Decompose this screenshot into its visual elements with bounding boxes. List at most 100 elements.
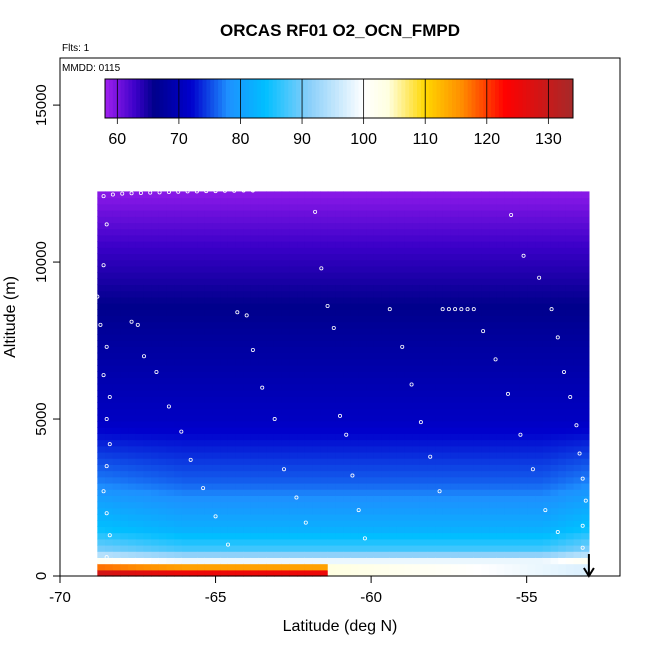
- heatmap-cell: [466, 222, 475, 230]
- heatmap-cell: [220, 427, 229, 434]
- heatmap-cell: [343, 352, 352, 360]
- heatmap-cell: [158, 315, 168, 323]
- heatmap-cell: [550, 278, 559, 286]
- heatmap-cell: [519, 265, 529, 273]
- heatmap-cell: [97, 265, 106, 273]
- heatmap-cell: [128, 402, 137, 410]
- heatmap-cell: [250, 501, 260, 509]
- heatmap-cell: [266, 451, 275, 459]
- colorbar-tick-label: 90: [293, 131, 311, 148]
- heatmap-cell: [335, 247, 344, 255]
- heatmap-cell: [312, 427, 321, 434]
- heatmap-cell: [143, 563, 152, 571]
- heatmap-cell: [212, 352, 221, 360]
- heatmap-cell: [327, 520, 337, 527]
- heatmap-cell: [289, 501, 298, 509]
- heatmap-cell: [519, 445, 529, 453]
- heatmap-cell: [496, 520, 505, 527]
- heatmap-cell: [197, 191, 206, 199]
- heatmap-cell: [289, 210, 298, 217]
- heatmap-cell: [112, 563, 121, 571]
- heatmap-cell: [366, 222, 375, 230]
- heatmap-cell: [235, 365, 244, 372]
- heatmap-cell: [550, 482, 559, 490]
- heatmap-cell: [281, 321, 290, 329]
- heatmap-cell: [297, 389, 306, 397]
- heatmap-cell: [504, 427, 513, 434]
- colorbar-segment: [475, 79, 480, 118]
- heatmap-cell: [442, 272, 452, 279]
- heatmap-cell: [542, 241, 552, 248]
- heatmap-cell: [151, 358, 160, 366]
- heatmap-cell: [442, 241, 452, 248]
- heatmap-cell: [105, 334, 114, 341]
- heatmap-cell: [235, 197, 244, 205]
- heatmap-cell: [227, 352, 237, 360]
- track-point: [104, 464, 109, 469]
- heatmap-cell: [135, 408, 145, 416]
- track-point: [281, 467, 286, 472]
- heatmap-cell: [304, 402, 313, 410]
- heatmap-cell: [396, 551, 406, 558]
- heatmap-cell: [535, 346, 544, 354]
- heatmap-cell: [320, 532, 329, 540]
- heatmap-cell: [412, 210, 421, 217]
- heatmap-cell: [373, 445, 383, 453]
- colorbar-segment: [175, 79, 180, 118]
- heatmap-cell: [235, 402, 244, 410]
- heatmap-cell: [458, 278, 467, 286]
- heatmap-cell: [281, 551, 290, 558]
- heatmap-cell: [427, 383, 436, 391]
- heatmap-cell: [558, 402, 567, 410]
- heatmap-cell: [212, 383, 221, 391]
- heatmap-cell: [542, 210, 552, 217]
- track-point: [135, 322, 140, 327]
- heatmap-cell: [373, 383, 383, 391]
- heatmap-cell: [343, 272, 352, 279]
- heatmap-cell: [181, 296, 191, 304]
- heatmap-cell: [565, 445, 575, 453]
- heatmap-cell: [158, 210, 168, 217]
- heatmap-cell: [450, 420, 459, 428]
- heatmap-cell: [442, 383, 452, 391]
- heatmap-cell: [427, 538, 436, 546]
- colorbar-segment: [214, 79, 219, 118]
- heatmap-cell: [97, 365, 106, 372]
- heatmap-cell: [366, 321, 375, 329]
- heatmap-cell: [381, 389, 390, 397]
- heatmap-cell: [404, 284, 413, 292]
- heatmap-cell: [327, 334, 337, 341]
- heatmap-cell: [250, 191, 260, 199]
- heatmap-cell: [427, 191, 436, 199]
- heatmap-cell: [389, 358, 398, 366]
- heatmap-cell: [458, 203, 467, 211]
- heatmap-cell: [427, 284, 436, 292]
- heatmap-cell: [404, 507, 413, 515]
- heatmap-cell: [442, 420, 452, 428]
- heatmap-cell: [158, 538, 168, 546]
- heatmap-cell: [389, 551, 398, 558]
- heatmap-cell: [197, 489, 206, 496]
- heatmap-cell: [304, 470, 313, 478]
- heatmap-cell: [419, 265, 429, 273]
- heatmap-cell: [166, 495, 175, 503]
- heatmap-cell: [565, 327, 575, 335]
- heatmap-cell: [227, 544, 237, 552]
- heatmap-cell: [550, 191, 559, 199]
- heatmap-cell: [166, 408, 175, 416]
- heatmap-cell: [204, 284, 214, 292]
- heatmap-cell: [212, 476, 221, 484]
- colorbar-segment: [261, 79, 266, 118]
- heatmap-cell: [542, 476, 552, 484]
- heatmap-cell: [396, 197, 406, 205]
- colorbar-segment: [268, 79, 274, 118]
- heatmap-cell: [535, 507, 544, 515]
- heatmap-cell: [143, 414, 152, 422]
- colorbar-segment: [510, 79, 515, 118]
- heatmap-cell: [542, 228, 552, 236]
- heatmap-cell: [450, 191, 459, 199]
- heatmap-cell: [404, 451, 413, 459]
- heatmap-cell: [243, 241, 252, 248]
- heatmap-cell: [112, 278, 121, 286]
- heatmap-cell: [258, 365, 267, 372]
